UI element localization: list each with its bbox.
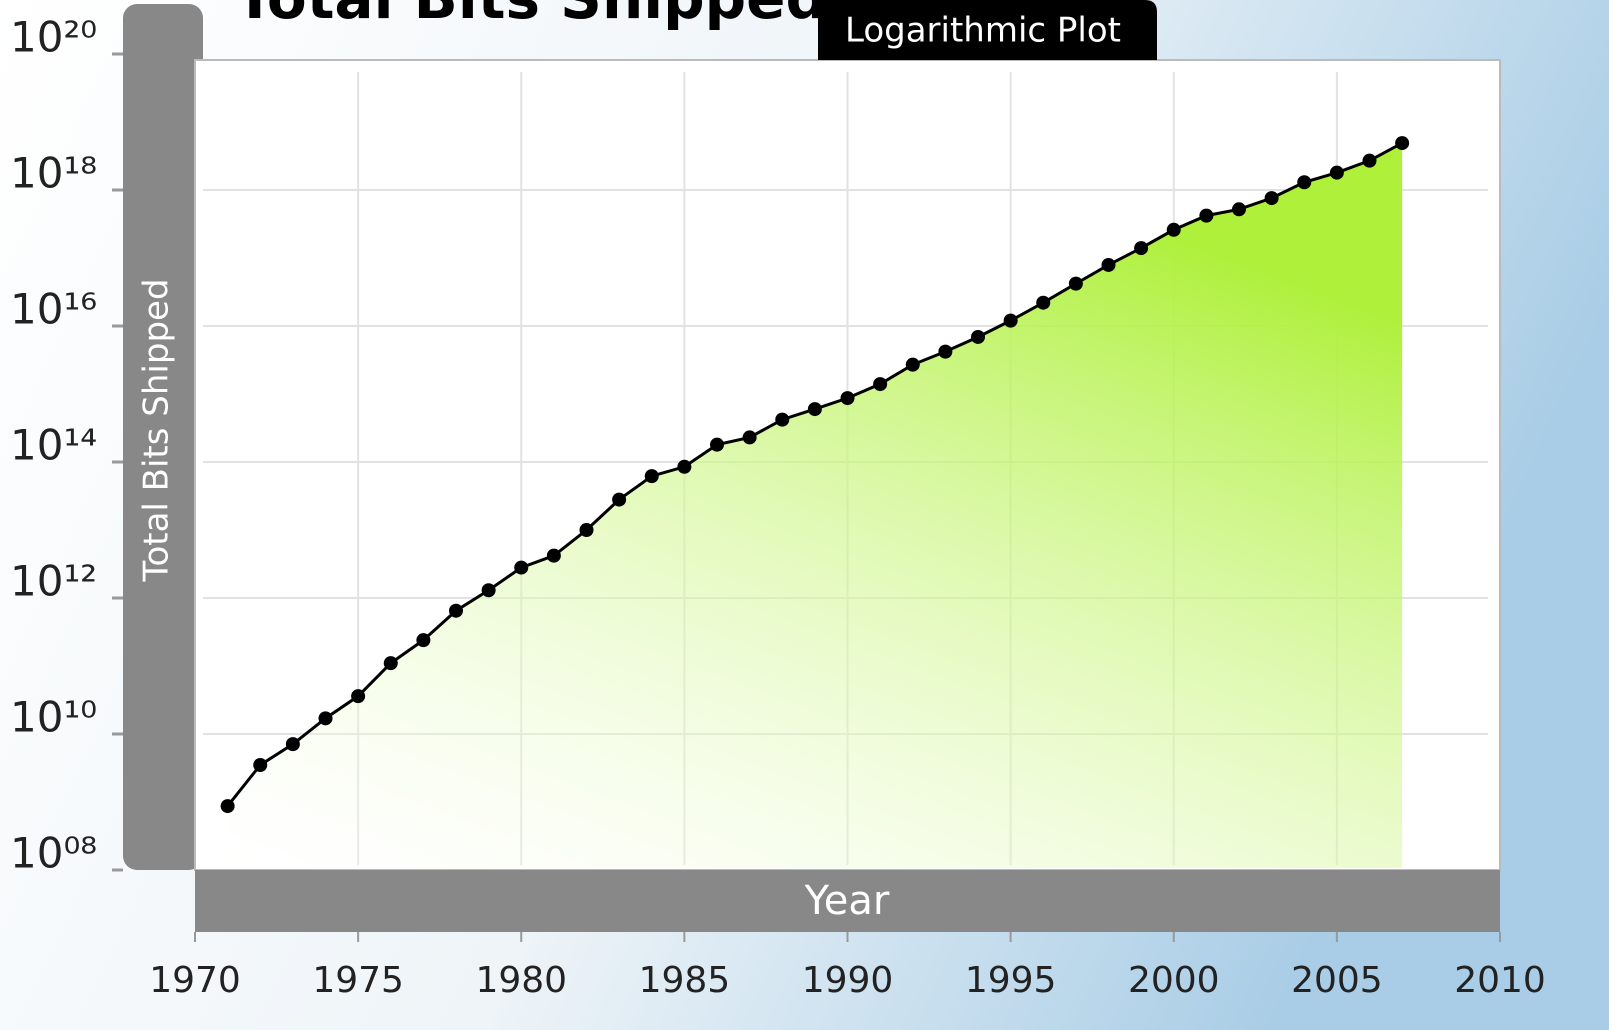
data-point xyxy=(253,758,267,772)
subtitle: Logarithmic Plot xyxy=(845,11,1121,51)
data-point xyxy=(482,583,496,597)
data-point xyxy=(710,438,724,452)
data-point xyxy=(351,689,365,703)
data-point xyxy=(547,549,561,563)
data-point xyxy=(1102,258,1116,272)
data-point xyxy=(1134,241,1148,255)
data-point xyxy=(319,711,333,725)
x-tick-label: 1975 xyxy=(312,960,404,1001)
data-point xyxy=(1363,154,1377,168)
data-point xyxy=(775,413,789,427)
data-point xyxy=(1199,209,1213,223)
data-point xyxy=(221,799,235,813)
data-point xyxy=(1004,314,1018,328)
y-tick-label: 10¹⁶ xyxy=(10,285,97,334)
y-tick-label: 10²⁰ xyxy=(10,13,97,62)
chart-title: Total Bits Shipped xyxy=(235,0,827,32)
x-tick-label: 2010 xyxy=(1454,960,1546,1001)
x-axis-label: Year xyxy=(804,878,890,924)
data-point xyxy=(580,523,594,537)
data-point xyxy=(677,460,691,474)
data-point xyxy=(841,391,855,405)
data-point xyxy=(1265,191,1279,205)
data-point xyxy=(1167,223,1181,237)
y-tick-label: 10¹⁸ xyxy=(10,149,97,198)
y-tick-label: 10¹² xyxy=(10,557,97,606)
x-tick-label: 1995 xyxy=(965,960,1057,1001)
data-point xyxy=(1395,136,1409,150)
y-tick-label: 10⁰⁸ xyxy=(10,829,97,878)
data-point xyxy=(286,737,300,751)
x-tick-label: 1990 xyxy=(802,960,894,1001)
data-point xyxy=(873,377,887,391)
data-point xyxy=(416,633,430,647)
data-point xyxy=(743,430,757,444)
data-point xyxy=(1036,296,1050,310)
data-point xyxy=(1297,175,1311,189)
data-point xyxy=(1232,202,1246,216)
data-point xyxy=(384,656,398,670)
y-tick-label: 10¹⁰ xyxy=(10,693,97,742)
data-point xyxy=(906,358,920,372)
x-tick-label: 1970 xyxy=(149,960,241,1001)
x-tick-label: 2005 xyxy=(1291,960,1383,1001)
data-point xyxy=(938,345,952,359)
y-axis-label: Total Bits Shipped xyxy=(137,278,177,582)
data-point xyxy=(514,561,528,575)
data-point xyxy=(1069,277,1083,291)
x-tick-label: 2000 xyxy=(1128,960,1220,1001)
data-point xyxy=(645,469,659,483)
data-point xyxy=(808,402,822,416)
data-point xyxy=(449,604,463,618)
page: Total Bits Shipped Year Total Bits Shipp… xyxy=(0,0,1609,1030)
chart: Total Bits Shipped Year Total Bits Shipp… xyxy=(0,0,1609,1030)
data-point xyxy=(971,330,985,344)
x-tick-label: 1985 xyxy=(639,960,731,1001)
data-point xyxy=(612,493,626,507)
data-point xyxy=(1330,166,1344,180)
y-tick-label: 10¹⁴ xyxy=(10,421,97,470)
x-tick-label: 1980 xyxy=(475,960,567,1001)
